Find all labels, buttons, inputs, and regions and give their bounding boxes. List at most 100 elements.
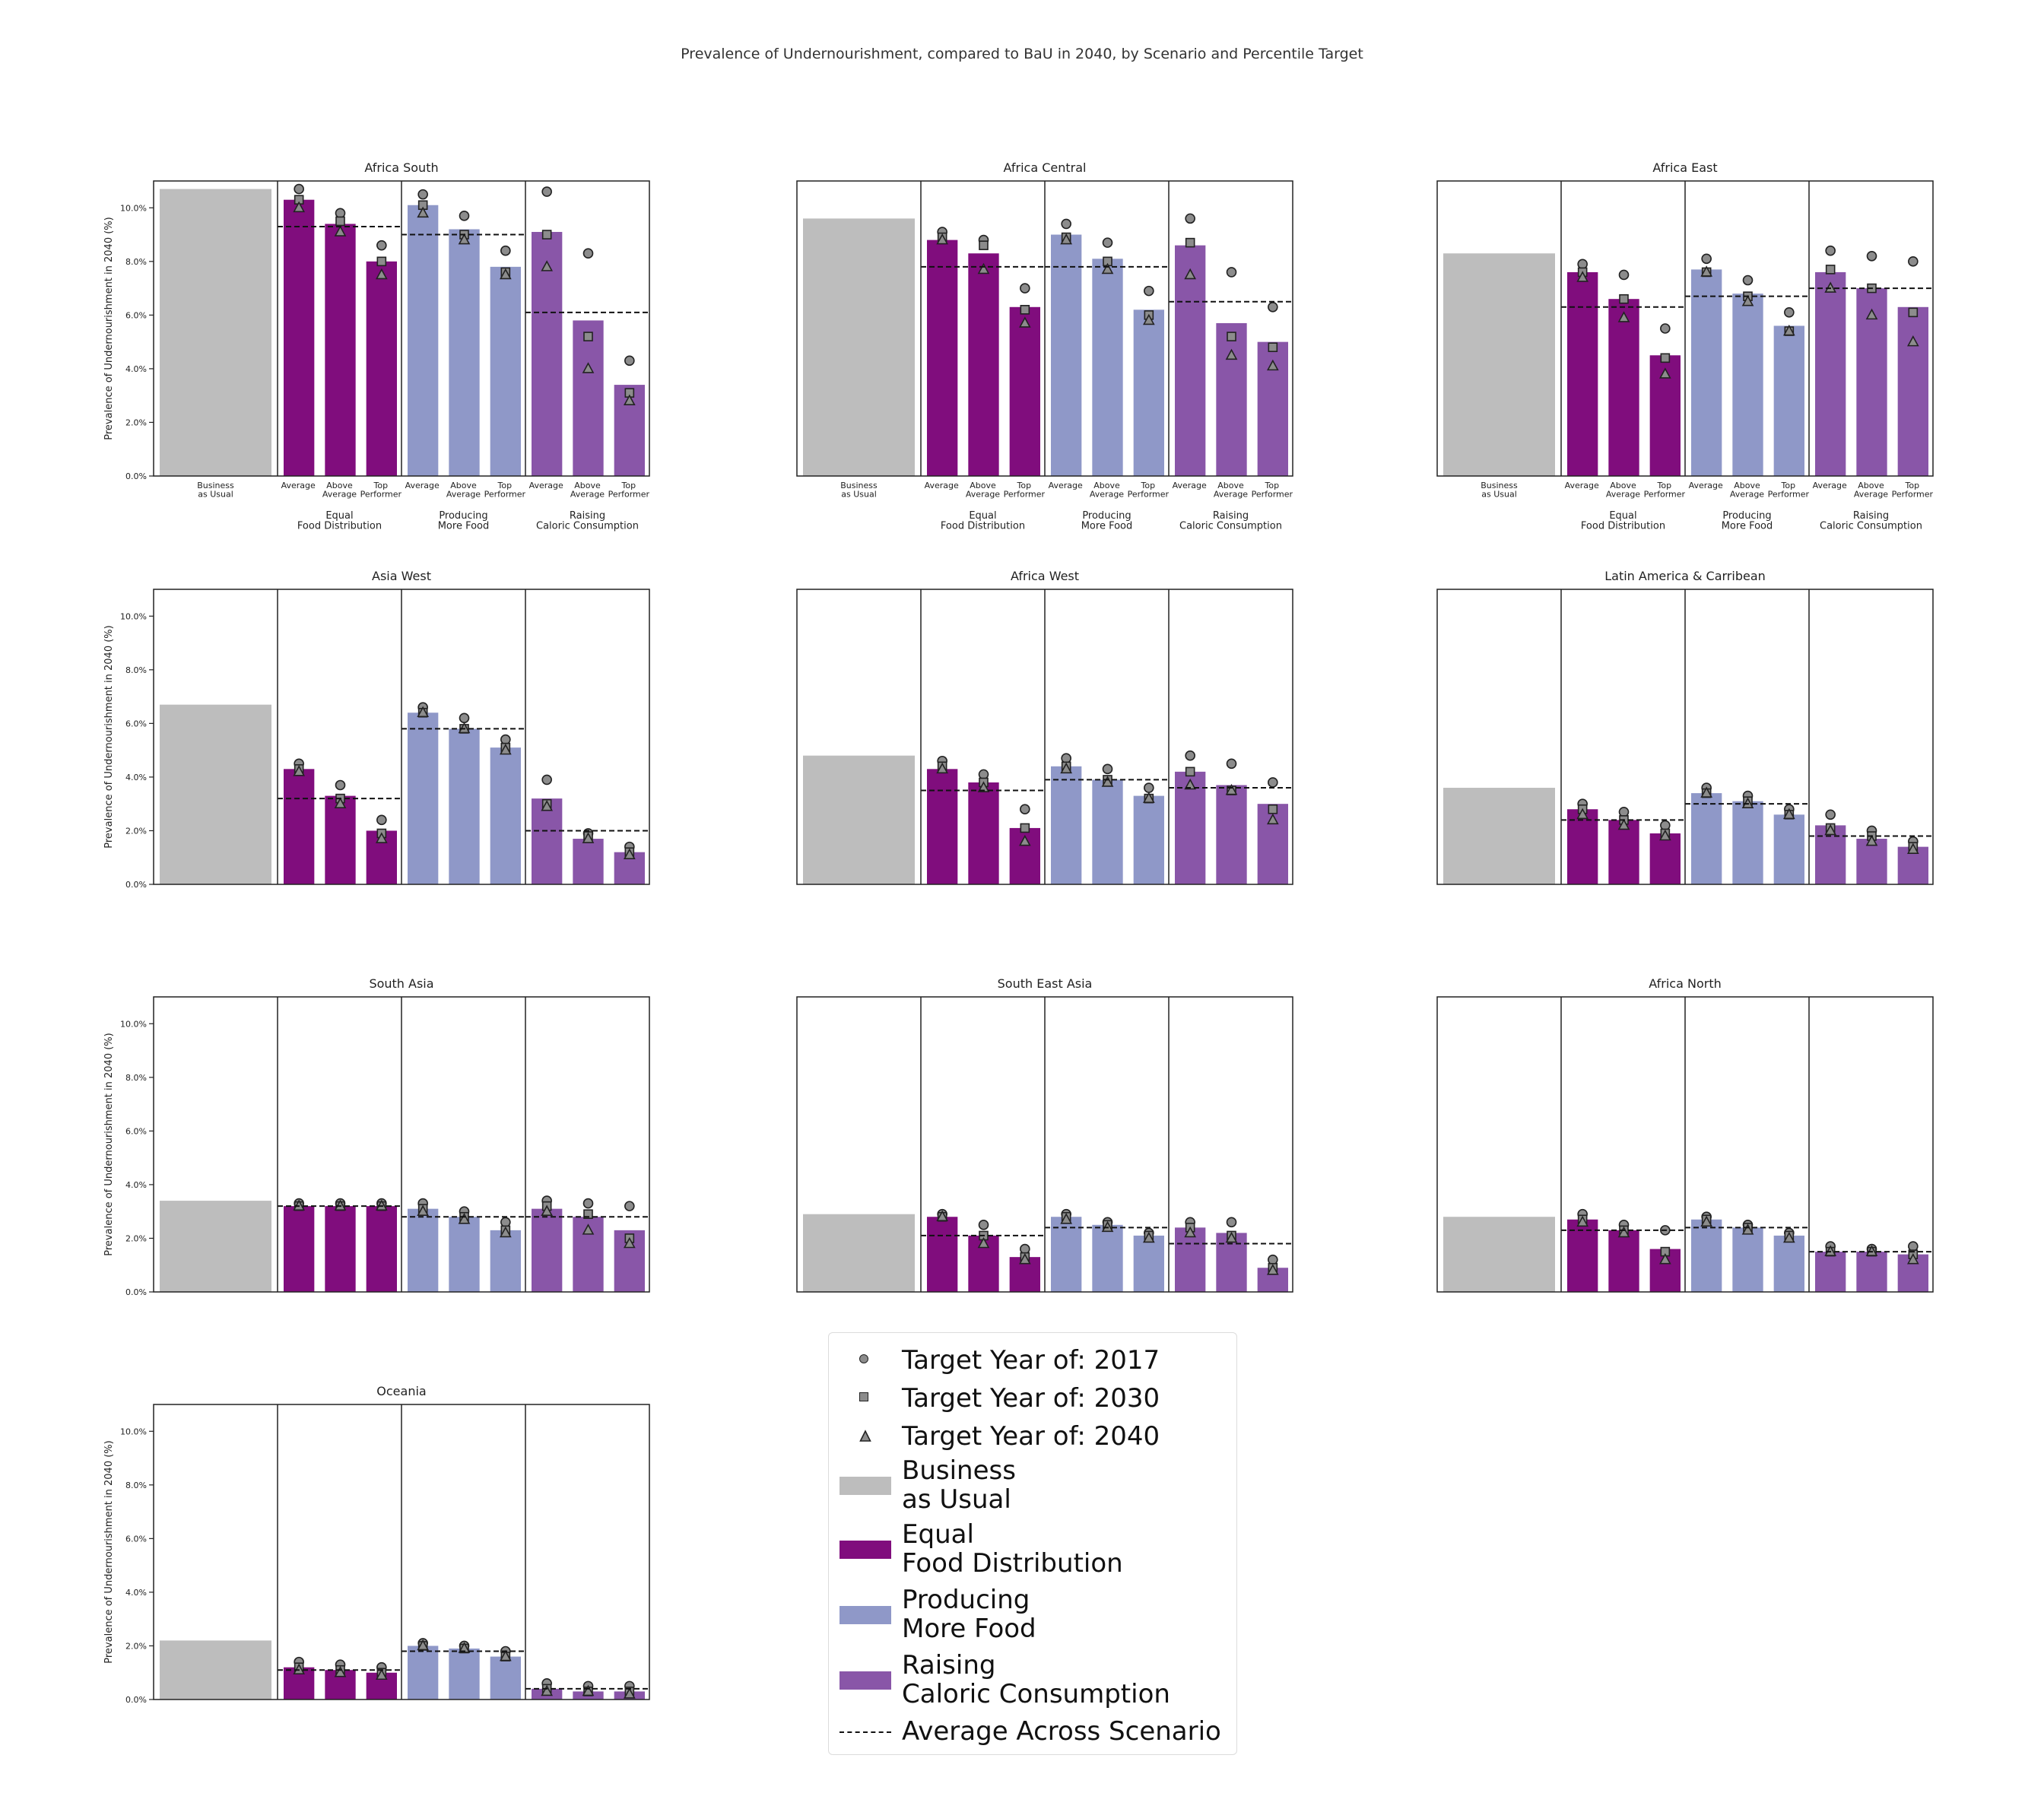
marker-2040 bbox=[1142, 1231, 1155, 1243]
marker-2017 bbox=[582, 248, 594, 259]
bar-average bbox=[1691, 269, 1722, 476]
panel-frame bbox=[796, 589, 1293, 885]
marker-2040 bbox=[582, 362, 595, 373]
x-tick-label: Average bbox=[925, 481, 959, 490]
bar-average bbox=[1051, 766, 1082, 884]
bar-business-as-usual bbox=[1443, 253, 1555, 476]
bar-above-average bbox=[1732, 801, 1763, 884]
marker-2017 bbox=[1825, 245, 1836, 256]
marker-2040 bbox=[623, 1236, 636, 1249]
bar-average bbox=[532, 1208, 563, 1292]
x-tick-label: Average bbox=[529, 481, 563, 490]
bar-business-as-usual bbox=[160, 704, 271, 884]
marker-2040 bbox=[293, 201, 306, 213]
marker-2040 bbox=[541, 1204, 554, 1216]
bar-average bbox=[1815, 271, 1846, 476]
x-tick-label: Average bbox=[1689, 481, 1723, 490]
marker-2040 bbox=[936, 1210, 949, 1222]
panel-title: Africa West bbox=[1011, 569, 1079, 583]
y-tick-label: 10.0% bbox=[120, 1427, 147, 1436]
y-tick-label: 10.0% bbox=[120, 203, 147, 213]
bar-above-average bbox=[449, 728, 480, 884]
legend-marker-triangle bbox=[829, 1421, 902, 1452]
bar-top-performer bbox=[366, 1206, 397, 1292]
bar-average bbox=[408, 1208, 439, 1292]
panel-frame bbox=[153, 996, 650, 1293]
marker-2040 bbox=[417, 1639, 430, 1651]
marker-2040 bbox=[1658, 1252, 1671, 1265]
bar-average bbox=[408, 712, 439, 884]
marker-2040 bbox=[541, 260, 554, 271]
bar-above-average bbox=[325, 224, 356, 476]
marker-2040 bbox=[1658, 367, 1671, 379]
legend-item: Raising Caloric Consumption bbox=[829, 1651, 1170, 1709]
marker-2040 bbox=[582, 832, 595, 843]
bar-business-as-usual bbox=[803, 218, 915, 476]
x-tick-label: Top Performer bbox=[1252, 481, 1293, 500]
legend-swatch bbox=[829, 1599, 902, 1630]
marker-2040 bbox=[936, 233, 949, 245]
panel-south-asia: South Asia 0.0% 2.0% 4.0% 6.0% 8.0% 10.0% Preva… bbox=[103, 976, 650, 1297]
marker-2040 bbox=[375, 1668, 388, 1680]
marker-2040 bbox=[977, 262, 990, 275]
y-tick-label: 6.0% bbox=[125, 310, 147, 320]
bar-business-as-usual bbox=[1443, 1217, 1555, 1292]
marker-2040 bbox=[1617, 1226, 1630, 1238]
bar-average bbox=[532, 798, 563, 884]
x-tick-label-bau: Business as Usual bbox=[1481, 481, 1518, 500]
marker-2017 bbox=[459, 211, 470, 221]
legend-item: Business as Usual bbox=[829, 1456, 1016, 1514]
bar-top-performer bbox=[490, 1656, 521, 1700]
bar-average bbox=[408, 205, 439, 476]
y-tick-label: 0.0% bbox=[125, 880, 147, 890]
scenario-label: Producing More Food bbox=[1081, 510, 1133, 532]
marker-2017 bbox=[1660, 820, 1671, 831]
bar-top-performer bbox=[1133, 1235, 1164, 1292]
x-tick-label: Top Performer bbox=[608, 481, 650, 500]
x-tick-label: Above Average bbox=[1730, 481, 1764, 500]
marker-2040 bbox=[1266, 1264, 1279, 1275]
legend-dashed-line bbox=[829, 1716, 902, 1747]
marker-2040 bbox=[1266, 813, 1279, 825]
bar-top-performer bbox=[490, 747, 521, 884]
marker-2040 bbox=[541, 1684, 554, 1696]
bar-above-average bbox=[1732, 294, 1763, 476]
marker-2040 bbox=[1741, 1223, 1754, 1235]
bar-average bbox=[284, 1206, 315, 1292]
marker-2030 bbox=[1020, 305, 1030, 315]
legend-item: Target Year of: 2030 bbox=[829, 1383, 1160, 1414]
marker-2040 bbox=[499, 1226, 512, 1238]
y-tick-label: 0.0% bbox=[125, 471, 147, 481]
marker-2030 bbox=[1268, 342, 1278, 352]
marker-2040 bbox=[1018, 1252, 1031, 1265]
bar-average bbox=[1051, 234, 1082, 476]
marker-2040 bbox=[1906, 843, 1919, 854]
marker-2040 bbox=[1782, 808, 1795, 820]
marker-2040 bbox=[375, 832, 388, 843]
marker-2017 bbox=[1226, 1217, 1237, 1228]
marker-2040 bbox=[1101, 262, 1114, 275]
marker-2040 bbox=[499, 743, 512, 755]
x-tick-label: Top Performer bbox=[484, 481, 526, 500]
y-tick-label: 2.0% bbox=[125, 1641, 147, 1651]
marker-2030 bbox=[1660, 353, 1671, 363]
marker-2040 bbox=[1060, 1213, 1073, 1224]
y-tick-label: 4.0% bbox=[125, 773, 147, 782]
panel-south-east-asia: South East Asia bbox=[796, 976, 1293, 1293]
x-tick-label: Average bbox=[281, 481, 316, 490]
legend-item: Target Year of: 2040 bbox=[829, 1421, 1160, 1452]
marker-2017 bbox=[1102, 237, 1113, 248]
bar-business-as-usual bbox=[160, 1201, 271, 1292]
bar-above-average bbox=[573, 839, 604, 884]
scenario-label: Producing More Food bbox=[438, 510, 490, 532]
x-tick-label: Top Performer bbox=[1644, 481, 1686, 500]
bar-average bbox=[1815, 825, 1846, 884]
panel-title: South Asia bbox=[369, 976, 433, 991]
marker-2040 bbox=[1658, 829, 1671, 841]
marker-2017 bbox=[1268, 777, 1278, 788]
bar-average bbox=[1815, 1252, 1846, 1292]
panel-title: Africa East bbox=[1652, 160, 1717, 175]
marker-2017 bbox=[294, 183, 304, 195]
x-tick-label: Above Average bbox=[570, 481, 605, 500]
y-tick-label: 4.0% bbox=[125, 1180, 147, 1190]
